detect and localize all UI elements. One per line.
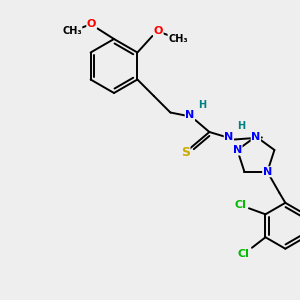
Text: Cl: Cl <box>234 200 246 210</box>
Text: Cl: Cl <box>237 249 249 259</box>
Text: N: N <box>233 145 242 155</box>
Text: CH₃: CH₃ <box>168 34 188 44</box>
Text: N: N <box>251 131 260 142</box>
Text: N: N <box>263 167 272 177</box>
Text: N: N <box>224 131 233 142</box>
Text: O: O <box>87 19 96 29</box>
Text: S: S <box>181 146 190 160</box>
Text: H: H <box>237 121 245 131</box>
Text: CH₃: CH₃ <box>62 26 82 37</box>
Text: H: H <box>198 100 206 110</box>
Text: O: O <box>154 26 163 37</box>
Text: N: N <box>185 110 194 121</box>
